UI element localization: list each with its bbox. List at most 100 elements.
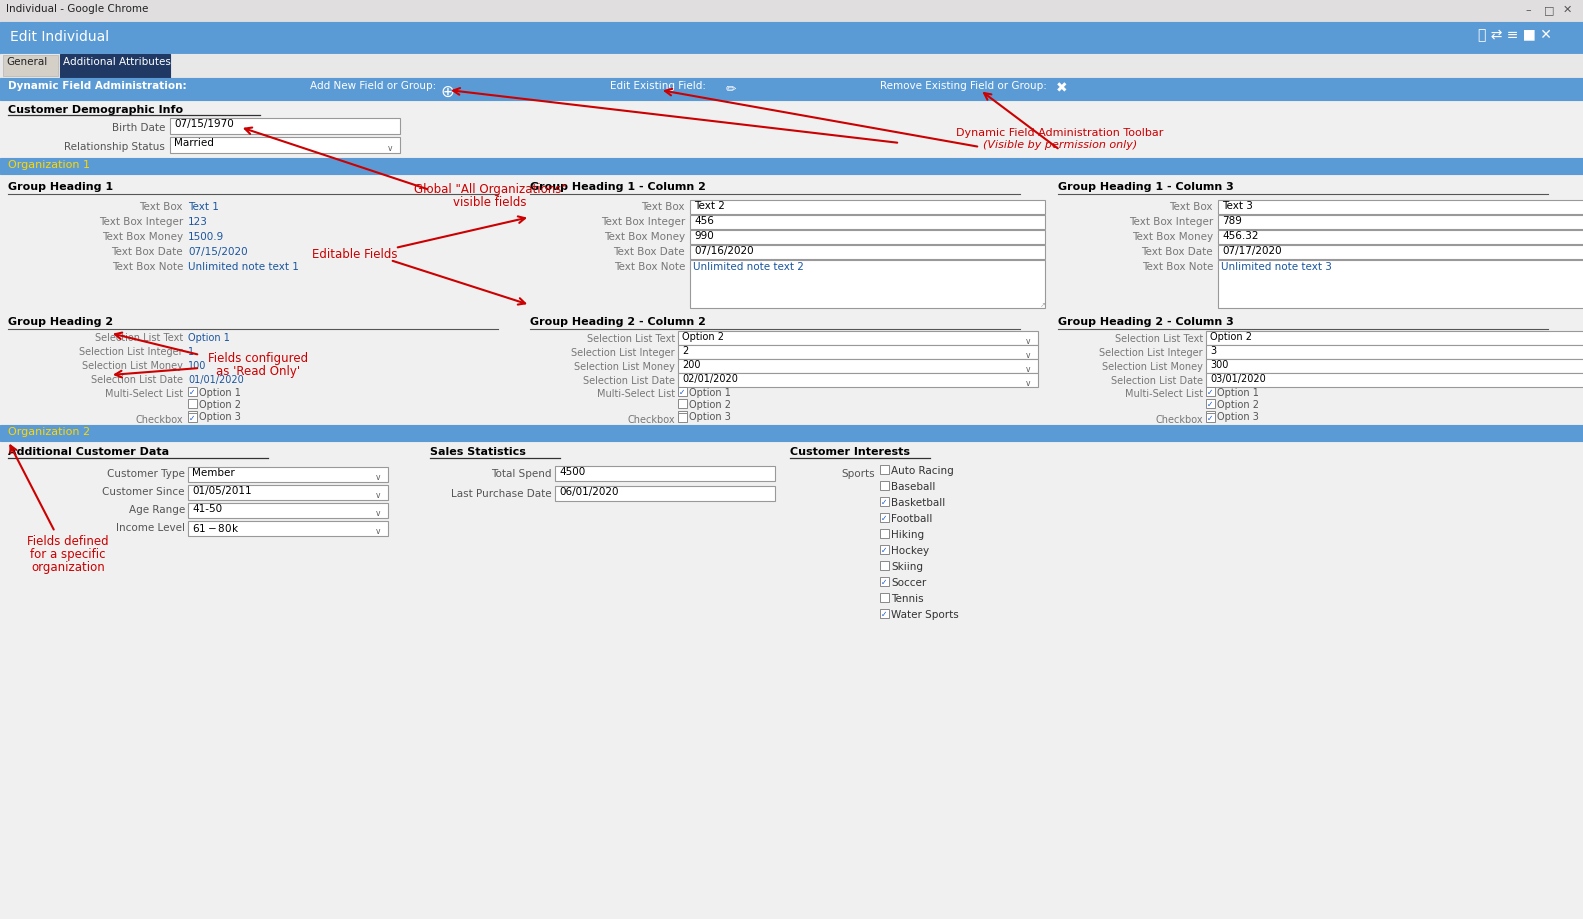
Bar: [188, 485, 388, 500]
Text: Water Sports: Water Sports: [891, 610, 959, 620]
Text: Edit Existing Field:: Edit Existing Field:: [609, 81, 706, 91]
Bar: [880, 465, 890, 474]
Bar: [1206, 331, 1583, 345]
Text: Edit Individual: Edit Individual: [9, 30, 109, 44]
Text: Age Range: Age Range: [128, 505, 185, 515]
Text: Option 3: Option 3: [689, 412, 731, 422]
Text: 03/01/2020: 03/01/2020: [1209, 374, 1266, 384]
Text: 3: 3: [1209, 346, 1216, 356]
Text: Multi-Select List: Multi-Select List: [597, 389, 674, 399]
Bar: [678, 373, 1038, 387]
Text: (Visible by permission only): (Visible by permission only): [983, 140, 1137, 150]
Text: Add New Field or Group:: Add New Field or Group:: [310, 81, 437, 91]
Text: Customer Interests: Customer Interests: [790, 447, 910, 457]
Text: Text Box Date: Text Box Date: [613, 247, 685, 257]
Bar: [1217, 260, 1583, 308]
Text: Unlimited note text 3: Unlimited note text 3: [1220, 262, 1331, 272]
Bar: [0, 425, 1583, 441]
Text: Selection List Text: Selection List Text: [1114, 334, 1203, 344]
Text: Total Spend: Total Spend: [491, 469, 552, 479]
Text: v: v: [1026, 337, 1031, 346]
Text: Text Box Money: Text Box Money: [1132, 232, 1213, 242]
Bar: [690, 200, 1045, 214]
Text: Member: Member: [192, 468, 234, 478]
Bar: [0, 158, 1583, 174]
Bar: [0, 0, 1583, 22]
Text: Group Heading 2 - Column 2: Group Heading 2 - Column 2: [530, 317, 706, 327]
Text: Text Box Money: Text Box Money: [101, 232, 184, 242]
Text: Text Box Date: Text Box Date: [111, 247, 184, 257]
Text: visible fields: visible fields: [453, 196, 527, 209]
Bar: [1206, 345, 1583, 359]
Text: ⊕: ⊕: [440, 83, 454, 101]
Text: 456: 456: [693, 216, 714, 226]
Text: 07/15/1970: 07/15/1970: [174, 119, 234, 129]
Bar: [1206, 411, 1216, 420]
Text: Sports: Sports: [842, 469, 875, 479]
Text: Organization 1: Organization 1: [8, 160, 90, 170]
Bar: [60, 54, 169, 78]
Text: Group Heading 2: Group Heading 2: [8, 317, 112, 327]
Bar: [556, 466, 776, 481]
Text: 456.32: 456.32: [1222, 231, 1258, 241]
Text: Option 3: Option 3: [1217, 412, 1258, 422]
Text: Selection List Integer: Selection List Integer: [571, 348, 674, 358]
Text: Birth Date: Birth Date: [112, 123, 165, 133]
Text: v: v: [388, 144, 393, 153]
Bar: [690, 260, 1045, 308]
Bar: [880, 561, 890, 570]
Text: Fields defined: Fields defined: [27, 535, 109, 548]
Text: v: v: [1026, 351, 1031, 360]
Bar: [169, 118, 400, 134]
Text: Unlimited note text 1: Unlimited note text 1: [188, 262, 299, 272]
Text: ✏: ✏: [727, 83, 736, 96]
Bar: [880, 481, 890, 490]
Text: ✓: ✓: [1206, 414, 1214, 423]
Bar: [0, 100, 1583, 919]
Text: Text Box Note: Text Box Note: [112, 262, 184, 272]
Bar: [0, 78, 1583, 100]
Bar: [880, 593, 890, 602]
Bar: [678, 359, 1038, 373]
Text: General: General: [6, 57, 47, 67]
Text: Selection List Money: Selection List Money: [1102, 362, 1203, 372]
Text: 07/15/2020: 07/15/2020: [188, 247, 247, 257]
Text: as 'Read Only': as 'Read Only': [215, 365, 301, 378]
Bar: [880, 513, 890, 522]
Text: Unlimited note text 2: Unlimited note text 2: [693, 262, 804, 272]
Bar: [556, 486, 776, 501]
Text: Additional Attributes: Additional Attributes: [63, 57, 171, 67]
Text: Married: Married: [174, 138, 214, 148]
Text: Option 2: Option 2: [1217, 400, 1258, 410]
Bar: [188, 503, 388, 518]
Text: 07/17/2020: 07/17/2020: [1222, 246, 1282, 256]
Text: Selection List Text: Selection List Text: [95, 333, 184, 343]
Text: Customer Type: Customer Type: [108, 469, 185, 479]
Text: 123: 123: [188, 217, 207, 227]
Text: Option 2: Option 2: [682, 332, 723, 342]
Text: Selection List Money: Selection List Money: [575, 362, 674, 372]
Text: Text Box Integer: Text Box Integer: [602, 217, 685, 227]
Text: 01/05/2011: 01/05/2011: [192, 486, 252, 496]
Text: $61 - $80k: $61 - $80k: [192, 522, 239, 534]
Text: Option 2: Option 2: [199, 400, 241, 410]
Text: Multi-Select List: Multi-Select List: [104, 389, 184, 399]
Bar: [880, 609, 890, 618]
Text: Selection List Date: Selection List Date: [583, 376, 674, 386]
Text: ↗: ↗: [1040, 302, 1046, 308]
Text: Basketball: Basketball: [891, 498, 945, 508]
Text: Selection List Date: Selection List Date: [1111, 376, 1203, 386]
Bar: [3, 55, 59, 76]
Text: 4500: 4500: [559, 467, 586, 477]
Bar: [169, 137, 400, 153]
Bar: [188, 411, 196, 420]
Bar: [188, 521, 388, 536]
Text: Option 2: Option 2: [689, 400, 731, 410]
Text: Group Heading 1 - Column 2: Group Heading 1 - Column 2: [530, 182, 706, 192]
Bar: [1217, 230, 1583, 244]
Bar: [678, 331, 1038, 345]
Bar: [690, 215, 1045, 229]
Text: Selection List Integer: Selection List Integer: [79, 347, 184, 357]
Bar: [678, 411, 687, 420]
Text: Text 3: Text 3: [1222, 201, 1252, 211]
